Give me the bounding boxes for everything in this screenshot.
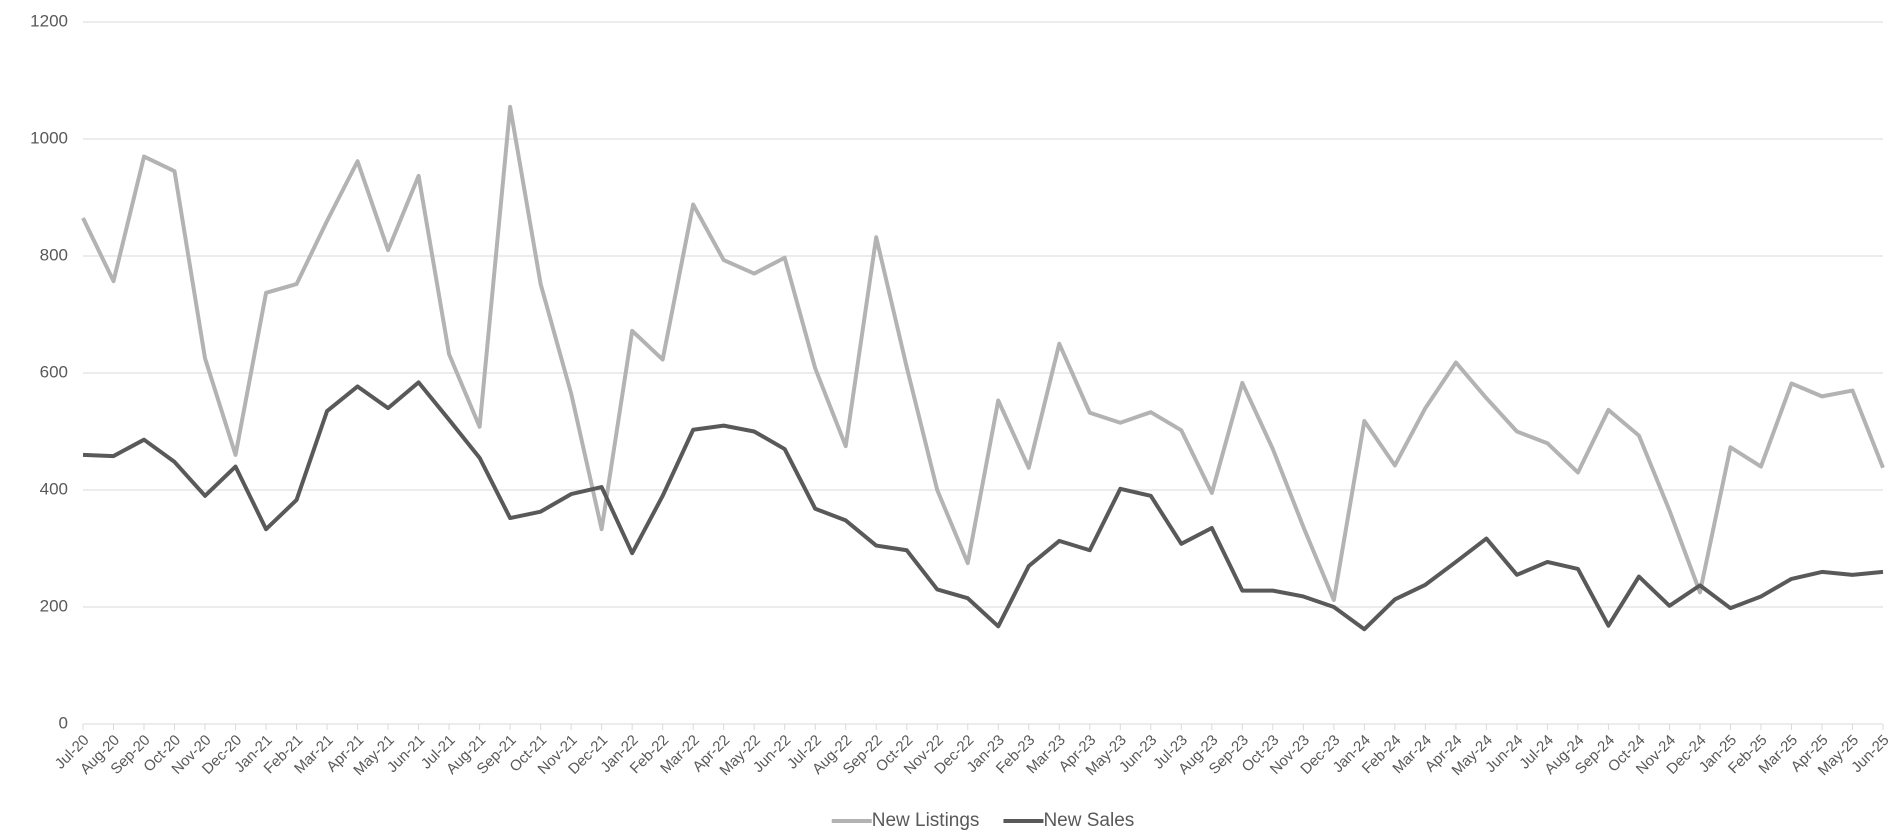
y-tick-label: 600 [40, 362, 68, 381]
y-tick-label: 1200 [30, 11, 68, 30]
y-tick-label: 400 [40, 479, 68, 498]
y-tick-label: 800 [40, 245, 68, 264]
legend: New Listings New Sales [831, 810, 1134, 831]
y-tick-label: 0 [59, 713, 68, 732]
y-tick-label: 200 [40, 596, 68, 615]
legend-label: New Sales [1043, 810, 1134, 831]
y-tick-label: 1000 [30, 128, 68, 147]
legend-label: New Listings [872, 810, 980, 831]
series-line [81, 104, 1885, 602]
series-line [82, 380, 1884, 632]
